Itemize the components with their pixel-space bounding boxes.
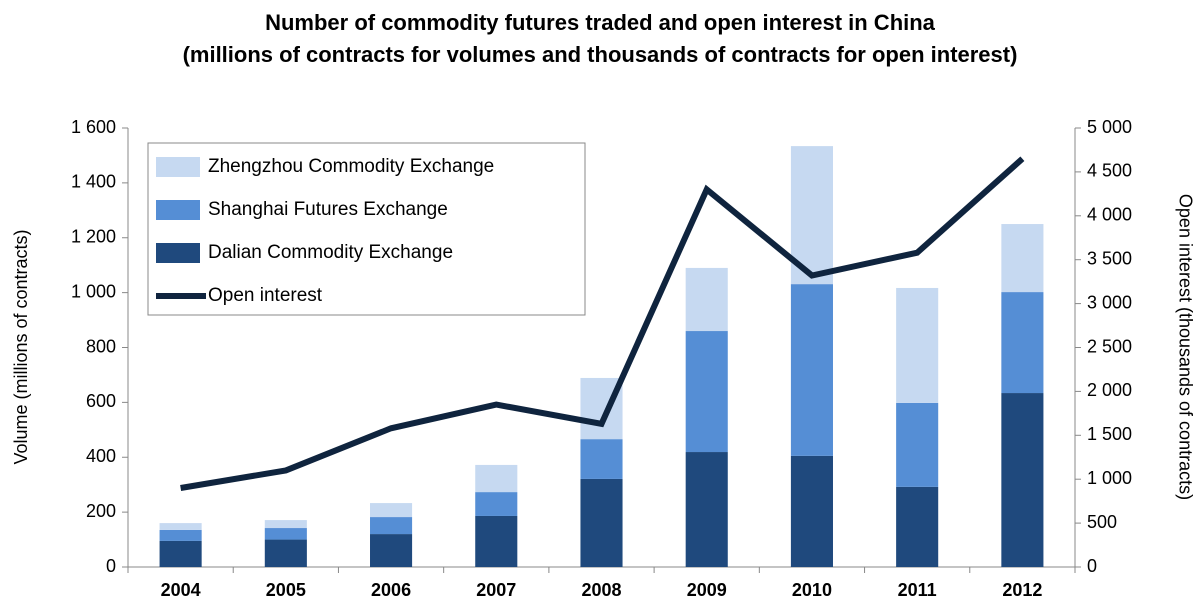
legend-label: Zhengzhou Commodity Exchange	[208, 156, 494, 177]
bar-segment	[896, 287, 939, 403]
bar-segment	[685, 331, 728, 453]
bar-segment	[896, 402, 939, 487]
y2-tick-label: 3 500	[1087, 248, 1132, 268]
bar-segment	[685, 267, 728, 332]
chart-subtitle: (millions of contracts for volumes and t…	[183, 42, 1018, 67]
bar-segment	[790, 455, 833, 567]
bar-segment	[1001, 393, 1044, 567]
y2-tick-label: 1 500	[1087, 424, 1132, 444]
x-tick-label: 2011	[898, 580, 937, 600]
bar-segment	[580, 478, 623, 567]
bar-segment	[1001, 292, 1044, 394]
bar-segment	[159, 523, 202, 530]
legend-swatch	[156, 243, 200, 263]
legend-box	[147, 142, 586, 316]
bar-segment	[896, 486, 939, 567]
y-tick-label: 1 600	[71, 117, 116, 137]
bar-segment	[159, 529, 202, 541]
y-tick-label: 1 200	[71, 227, 116, 247]
bar-segment	[370, 503, 413, 518]
legend-swatch	[156, 200, 200, 220]
legend-label: Shanghai Futures Exchange	[208, 199, 448, 220]
legend-swatch	[156, 157, 200, 177]
y2-tick-label: 5 000	[1087, 117, 1132, 137]
bar-segment	[370, 534, 413, 567]
y2-tick-label: 2 500	[1087, 336, 1132, 356]
y2-axis-label: Open interest (thousands of contracts)	[1175, 194, 1195, 500]
x-tick-label: 2005	[266, 580, 306, 600]
chart-title: Number of commodity futures traded and o…	[265, 10, 936, 35]
y2-tick-label: 2 000	[1087, 380, 1132, 400]
y-tick-label: 0	[106, 556, 116, 576]
y2-tick-label: 0	[1087, 556, 1097, 576]
y2-tick-label: 1 000	[1087, 468, 1132, 488]
bar-segment	[264, 539, 307, 567]
legend-label: Open interest	[208, 285, 323, 306]
bar-segment	[1001, 224, 1044, 293]
x-tick-label: 2009	[687, 580, 727, 600]
bar-segment	[580, 439, 623, 479]
bar-segment	[264, 520, 307, 529]
x-tick-label: 2008	[581, 580, 621, 600]
x-tick-label: 2007	[476, 580, 516, 600]
y-tick-label: 200	[86, 501, 116, 521]
bar-segment	[475, 492, 518, 516]
y2-tick-label: 3 000	[1087, 292, 1132, 312]
y2-tick-label: 4 000	[1087, 205, 1132, 225]
bar-segment	[159, 540, 202, 567]
y2-tick-label: 4 500	[1087, 161, 1132, 181]
line-series	[180, 156, 1025, 491]
y2-tick-label: 500	[1087, 512, 1117, 532]
x-tick-label: 2012	[1002, 580, 1042, 600]
bar-segment	[685, 452, 728, 567]
y-axis-label: Volume (millions of contracts)	[11, 229, 31, 464]
bar-segment	[475, 464, 518, 493]
y-tick-label: 400	[86, 446, 116, 466]
y-tick-label: 600	[86, 391, 116, 411]
x-tick-label: 2010	[792, 580, 832, 600]
bar-segment	[370, 517, 413, 535]
bar-segment	[264, 528, 307, 540]
bar-segment	[790, 284, 833, 456]
bar-segment	[475, 515, 518, 567]
legend-label: Dalian Commodity Exchange	[208, 242, 453, 263]
x-tick-label: 2004	[161, 580, 201, 600]
y-tick-label: 800	[86, 336, 116, 356]
y-tick-label: 1 400	[71, 172, 116, 192]
y-tick-label: 1 000	[71, 281, 116, 301]
x-tick-label: 2006	[371, 580, 411, 600]
